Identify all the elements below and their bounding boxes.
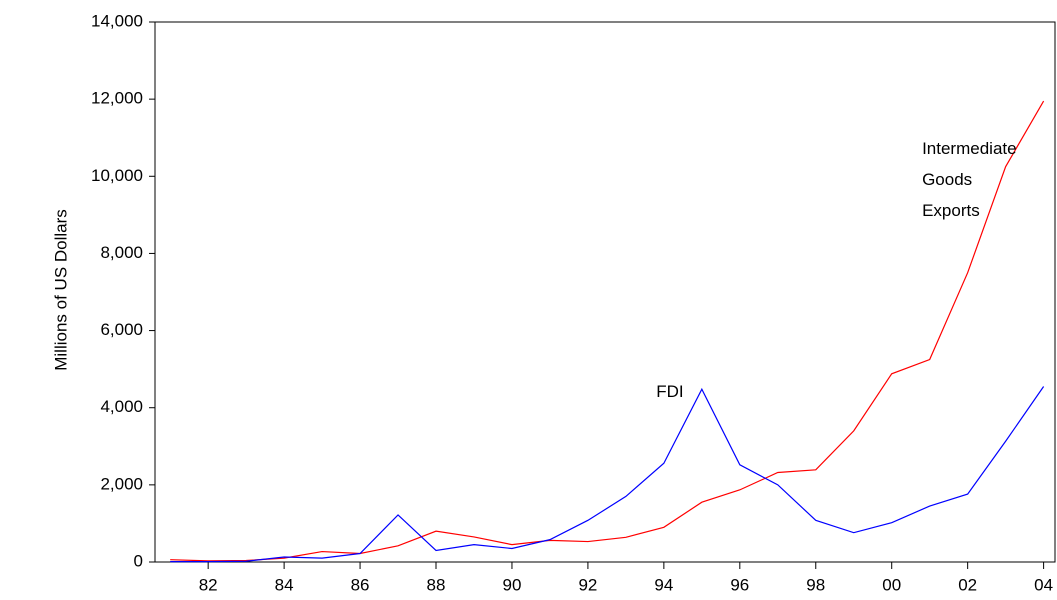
x-tick-label: 92 <box>578 575 597 594</box>
plot-frame <box>154 21 1056 563</box>
x-tick-label: 98 <box>806 575 825 594</box>
y-tick-label: 6,000 <box>100 320 143 339</box>
y-tick-label: 10,000 <box>91 166 143 185</box>
y-axis-label: Millions of US Dollars <box>51 209 70 371</box>
x-tick-label: 82 <box>199 575 218 594</box>
annotation: FDI <box>656 382 683 401</box>
x-tick-label: 88 <box>427 575 446 594</box>
x-tick-label: 84 <box>275 575 294 594</box>
x-tick-label: 02 <box>958 575 977 594</box>
x-tick-label: 04 <box>1034 575 1053 594</box>
annotation: Intermediate <box>922 139 1017 158</box>
y-tick-label: 8,000 <box>100 243 143 262</box>
x-tick-label: 90 <box>503 575 522 594</box>
series-line <box>170 100 1045 562</box>
y-tick-label: 4,000 <box>100 397 143 416</box>
y-tick-label: 0 <box>134 551 143 570</box>
x-tick-label: 94 <box>654 575 673 594</box>
y-tick-label: 2,000 <box>100 474 143 493</box>
y-tick-label: 12,000 <box>91 89 143 108</box>
annotation: Exports <box>922 201 980 220</box>
x-tick-label: 96 <box>730 575 749 594</box>
x-tick-label: 86 <box>351 575 370 594</box>
x-tick-label: 00 <box>882 575 901 594</box>
annotation: Goods <box>922 170 972 189</box>
series-line <box>170 386 1045 563</box>
y-tick-label: 14,000 <box>91 11 143 30</box>
